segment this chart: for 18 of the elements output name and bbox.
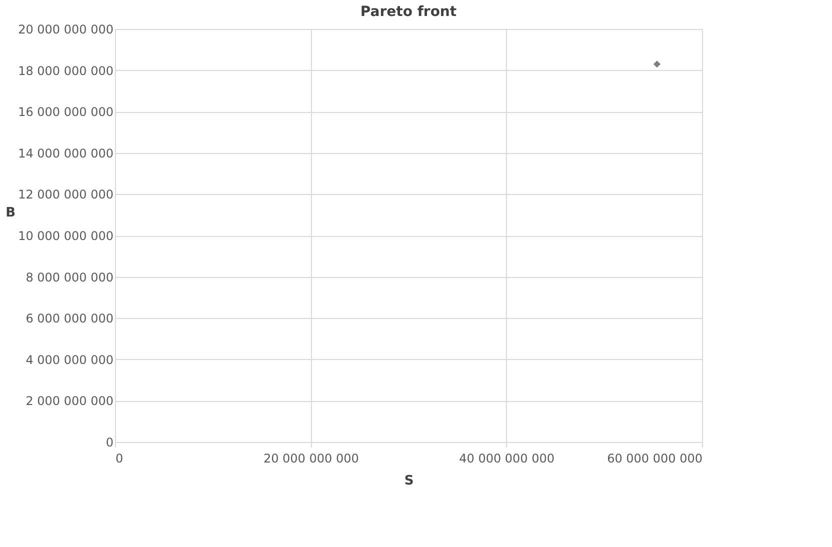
y-tick-label: 20 000 000 000 — [18, 22, 114, 36]
y-tick-label: 18 000 000 000 — [18, 64, 114, 78]
x-tick-label: 20 000 000 000 — [263, 452, 359, 466]
y-tick-label: 4 000 000 000 — [26, 352, 114, 367]
y-tick-label: 6 000 000 000 — [26, 312, 114, 326]
y-tick-label: 2 000 000 000 — [26, 394, 114, 408]
y-axis-title: B — [6, 206, 16, 220]
y-tick-label: 0 — [106, 436, 114, 450]
y-tick-label: 16 000 000 000 — [18, 105, 114, 120]
x-axis-title: S — [404, 474, 414, 488]
y-tick-label: 10 000 000 000 — [18, 229, 114, 243]
y-tick-label: 12 000 000 000 — [18, 188, 114, 202]
chart-title: Pareto front — [360, 4, 457, 20]
x-tick-label: 0 — [116, 452, 124, 466]
x-tick-label: 40 000 000 000 — [459, 452, 555, 466]
x-tick-label: 60 000 000 000 — [607, 452, 702, 466]
y-tick-label: 14 000 000 000 — [18, 146, 114, 160]
y-tick-label: 8 000 000 000 — [26, 270, 114, 284]
